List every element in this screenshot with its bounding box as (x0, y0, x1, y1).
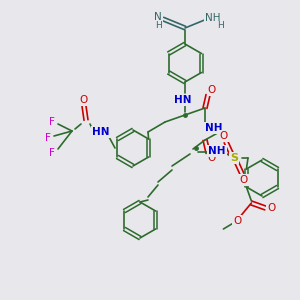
Text: F: F (49, 117, 55, 127)
Text: H: H (217, 22, 224, 31)
Text: O: O (220, 131, 228, 141)
Text: NH: NH (205, 123, 223, 133)
Text: F: F (45, 133, 51, 143)
Text: O: O (208, 85, 216, 95)
Text: O: O (80, 95, 88, 105)
Text: O: O (208, 153, 216, 163)
Text: O: O (240, 175, 248, 185)
Text: HN: HN (92, 127, 110, 137)
Text: NH: NH (208, 146, 226, 156)
Text: O: O (233, 216, 242, 226)
Text: O: O (267, 203, 275, 213)
Text: NH: NH (205, 13, 221, 23)
Text: HN: HN (174, 95, 192, 105)
Text: F: F (49, 148, 55, 158)
Text: S: S (230, 153, 238, 163)
Text: H: H (156, 22, 162, 31)
Text: N: N (154, 12, 162, 22)
